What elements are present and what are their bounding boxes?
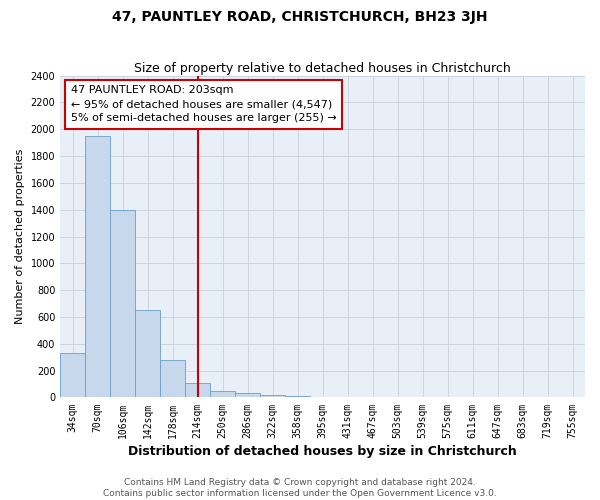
Bar	[160, 360, 185, 398]
X-axis label: Distribution of detached houses by size in Christchurch: Distribution of detached houses by size …	[128, 444, 517, 458]
Text: 47, PAUNTLEY ROAD, CHRISTCHURCH, BH23 3JH: 47, PAUNTLEY ROAD, CHRISTCHURCH, BH23 3J…	[112, 10, 488, 24]
Bar	[260, 395, 285, 398]
Bar	[60, 353, 85, 398]
Bar	[210, 392, 235, 398]
Bar	[235, 394, 260, 398]
Bar	[285, 396, 310, 398]
Bar	[85, 136, 110, 398]
Text: 47 PAUNTLEY ROAD: 203sqm
← 95% of detached houses are smaller (4,547)
5% of semi: 47 PAUNTLEY ROAD: 203sqm ← 95% of detach…	[71, 86, 337, 124]
Text: Contains HM Land Registry data © Crown copyright and database right 2024.
Contai: Contains HM Land Registry data © Crown c…	[103, 478, 497, 498]
Title: Size of property relative to detached houses in Christchurch: Size of property relative to detached ho…	[134, 62, 511, 74]
Bar	[185, 382, 210, 398]
Bar	[135, 310, 160, 398]
Y-axis label: Number of detached properties: Number of detached properties	[15, 149, 25, 324]
Bar	[110, 210, 135, 398]
